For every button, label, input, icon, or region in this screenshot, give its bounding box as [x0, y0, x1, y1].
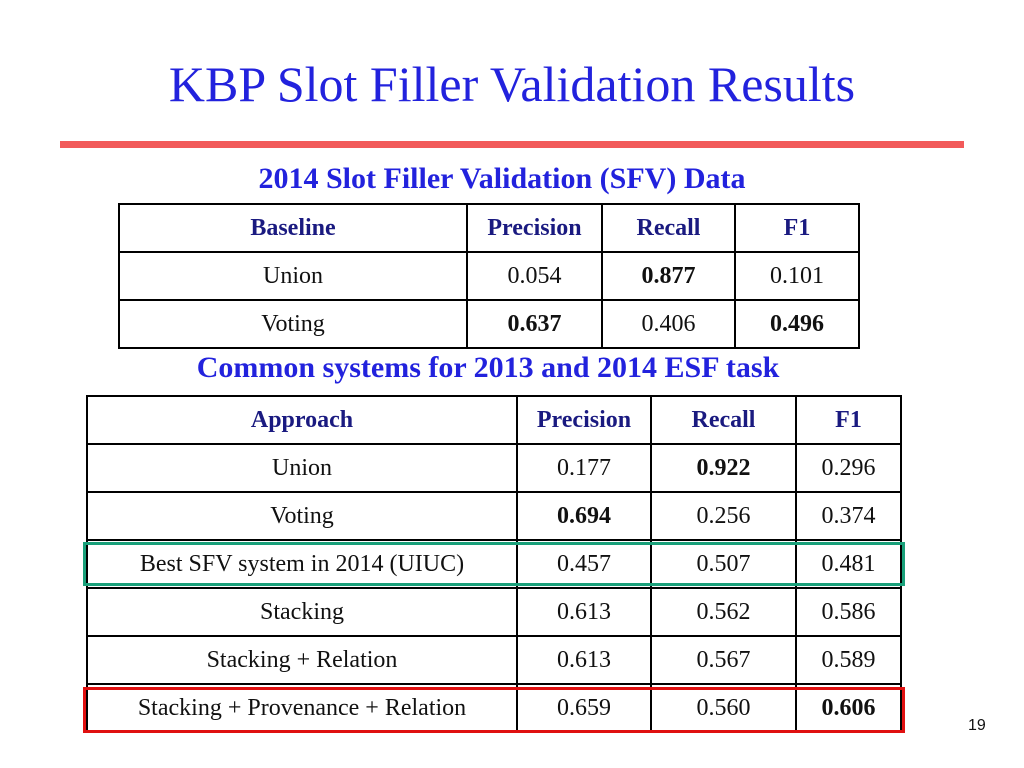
- column-header-baseline: Baseline: [118, 203, 468, 253]
- f1-cell: 0.606: [795, 683, 902, 733]
- row-label: Voting: [86, 491, 518, 541]
- table-row: Stacking + Provenance + Relation 0.659 0…: [86, 683, 902, 733]
- table-header-row: Baseline Precision Recall F1: [118, 203, 860, 253]
- table-row: Stacking 0.613 0.562 0.586: [86, 587, 902, 637]
- table-row: Union 0.054 0.877 0.101: [118, 251, 860, 301]
- column-header-f1: F1: [795, 395, 902, 445]
- row-label: Stacking: [86, 587, 518, 637]
- recall-cell: 0.256: [650, 491, 797, 541]
- title-divider: [60, 141, 964, 148]
- column-header-precision: Precision: [466, 203, 603, 253]
- f1-cell: 0.586: [795, 587, 902, 637]
- row-label: Voting: [118, 299, 468, 349]
- sfv-results-table: Baseline Precision Recall F1 Union 0.054…: [118, 203, 860, 349]
- recall-cell: 0.560: [650, 683, 797, 733]
- column-header-recall: Recall: [650, 395, 797, 445]
- recall-cell: 0.877: [601, 251, 736, 301]
- esf-table-caption: Common systems for 2013 and 2014 ESF tas…: [196, 351, 780, 384]
- recall-cell: 0.507: [650, 539, 797, 589]
- f1-cell: 0.374: [795, 491, 902, 541]
- column-header-precision: Precision: [516, 395, 652, 445]
- column-header-recall: Recall: [601, 203, 736, 253]
- precision-cell: 0.637: [466, 299, 603, 349]
- row-label: Union: [118, 251, 468, 301]
- f1-cell: 0.589: [795, 635, 902, 685]
- recall-cell: 0.406: [601, 299, 736, 349]
- table-row: Stacking + Relation 0.613 0.567 0.589: [86, 635, 902, 685]
- precision-cell: 0.659: [516, 683, 652, 733]
- f1-cell: 0.481: [795, 539, 902, 589]
- row-label: Best SFV system in 2014 (UIUC): [86, 539, 518, 589]
- table-row: Best SFV system in 2014 (UIUC) 0.457 0.5…: [86, 539, 902, 589]
- sfv-table-caption: 2014 Slot Filler Validation (SFV) Data: [258, 162, 746, 195]
- table-row: Voting 0.694 0.256 0.374: [86, 491, 902, 541]
- f1-cell: 0.296: [795, 443, 902, 493]
- row-label: Union: [86, 443, 518, 493]
- precision-cell: 0.613: [516, 587, 652, 637]
- column-header-f1: F1: [734, 203, 860, 253]
- table-row: Voting 0.637 0.406 0.496: [118, 299, 860, 349]
- esf-common-systems-table: Approach Precision Recall F1 Union 0.177…: [86, 395, 902, 733]
- row-label: Stacking + Provenance + Relation: [86, 683, 518, 733]
- precision-cell: 0.457: [516, 539, 652, 589]
- column-header-approach: Approach: [86, 395, 518, 445]
- recall-cell: 0.562: [650, 587, 797, 637]
- precision-cell: 0.694: [516, 491, 652, 541]
- precision-cell: 0.613: [516, 635, 652, 685]
- recall-cell: 0.922: [650, 443, 797, 493]
- precision-cell: 0.054: [466, 251, 603, 301]
- f1-cell: 0.496: [734, 299, 860, 349]
- precision-cell: 0.177: [516, 443, 652, 493]
- row-label: Stacking + Relation: [86, 635, 518, 685]
- table-row: Union 0.177 0.922 0.296: [86, 443, 902, 493]
- recall-cell: 0.567: [650, 635, 797, 685]
- f1-cell: 0.101: [734, 251, 860, 301]
- page-number: 19: [968, 717, 986, 734]
- slide-title: KBP Slot Filler Validation Results: [168, 56, 856, 112]
- table-header-row: Approach Precision Recall F1: [86, 395, 902, 445]
